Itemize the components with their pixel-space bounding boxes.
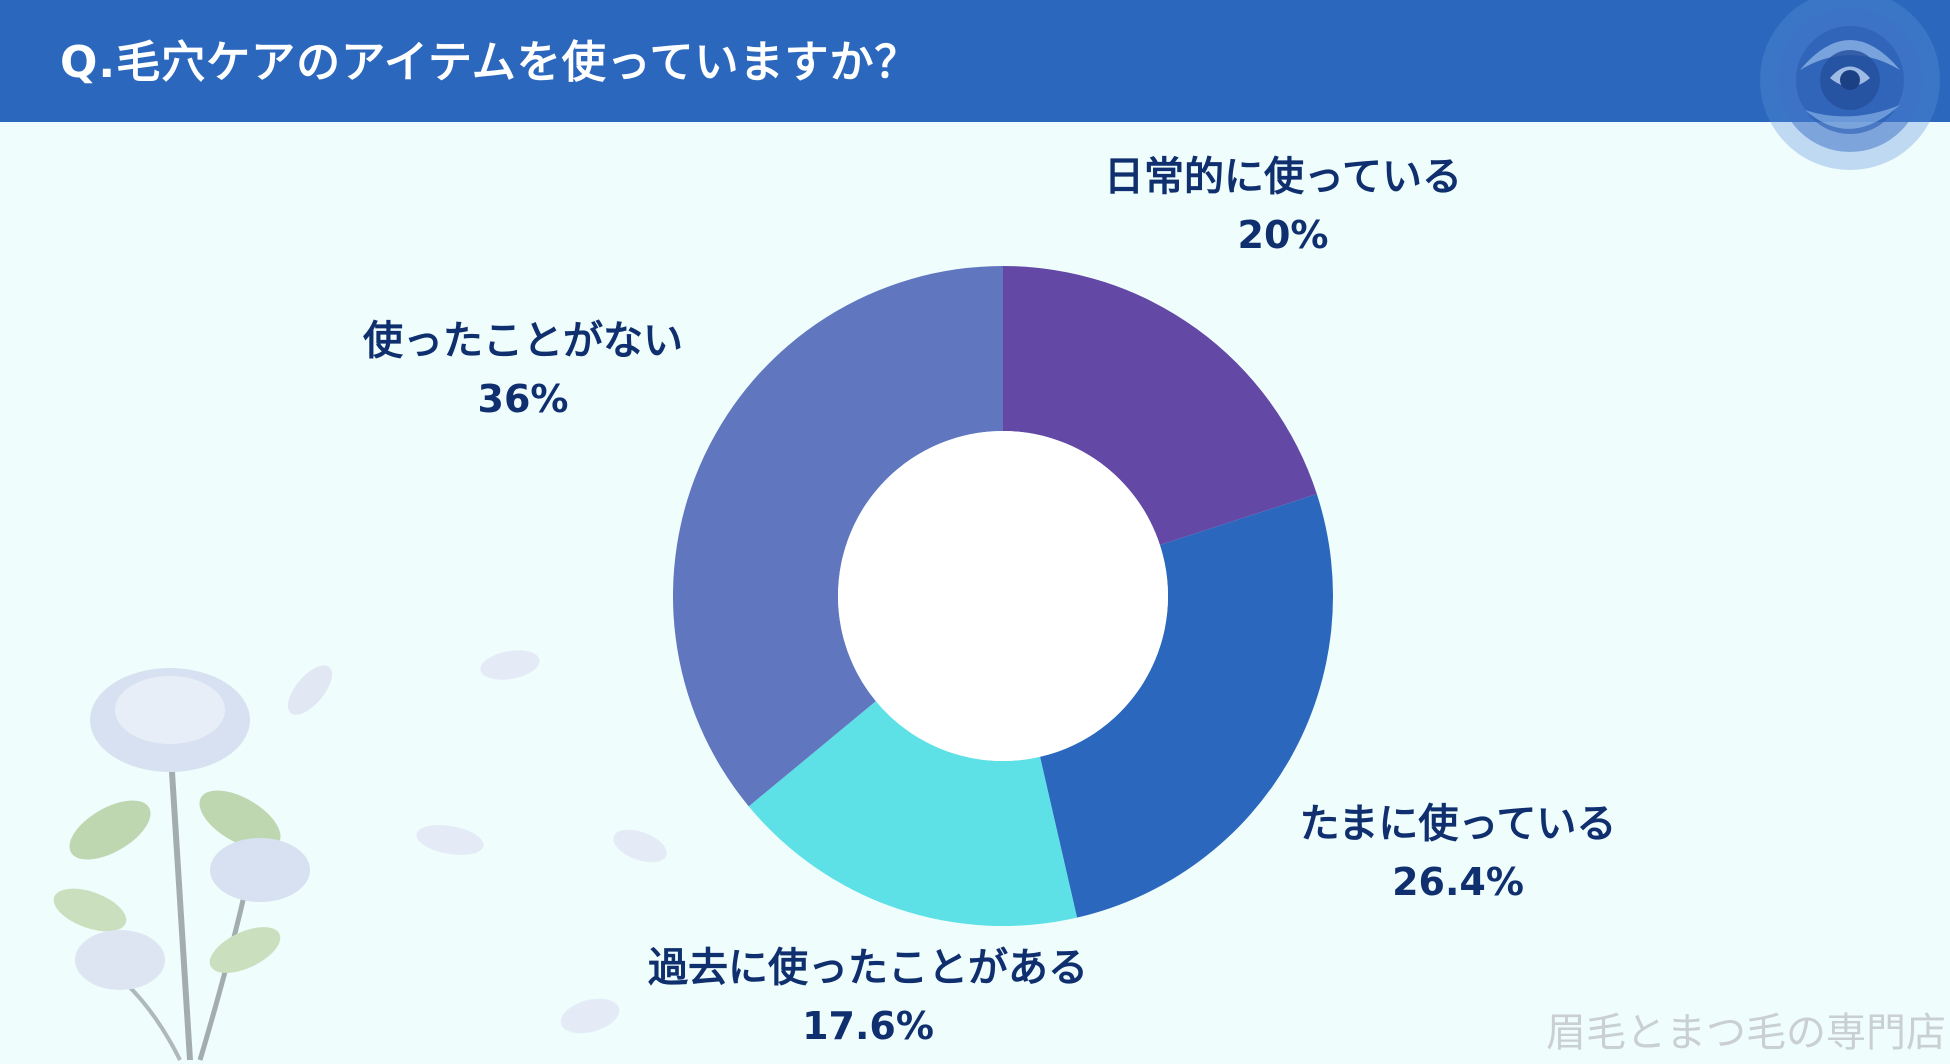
watermark-text: 眉毛とまつ毛の専門店 <box>1546 1010 1946 1056</box>
slice-label-sometimes-value: 26.4% <box>1392 860 1524 904</box>
slice-label-sometimes: たまに使っている 26.4% <box>1300 795 1617 911</box>
chart-title: Q.毛穴ケアのアイテムを使っていますか？ <box>60 37 920 88</box>
slice-label-sometimes-name: たまに使っている <box>1299 801 1617 847</box>
slice-label-never-value: 36% <box>477 377 569 421</box>
slice-never <box>672 266 1003 807</box>
title-bar: Q.毛穴ケアのアイテムを使っていますか？ <box>0 0 1950 122</box>
slice-label-never: 使ったことがない 36% <box>363 312 683 428</box>
rose-decoration <box>53 650 667 1061</box>
slice-label-past: 過去に使ったことがある 17.6% <box>648 939 1088 1055</box>
slice-past <box>748 701 1078 927</box>
slice-sometimes <box>1040 494 1334 918</box>
slice-label-daily-name: 日常的に使っている <box>1104 154 1462 200</box>
slice-label-daily-value: 20% <box>1237 213 1329 257</box>
slice-label-past-name: 過去に使ったことがある <box>648 945 1088 991</box>
slice-label-never-name: 使ったことがない <box>363 318 683 364</box>
donut-hole <box>838 431 1168 761</box>
slice-daily <box>1003 266 1317 546</box>
slice-label-past-value: 17.6% <box>802 1004 934 1048</box>
rose-corner-decoration <box>1760 0 1940 170</box>
slice-label-daily: 日常的に使っている 20% <box>1104 148 1462 264</box>
